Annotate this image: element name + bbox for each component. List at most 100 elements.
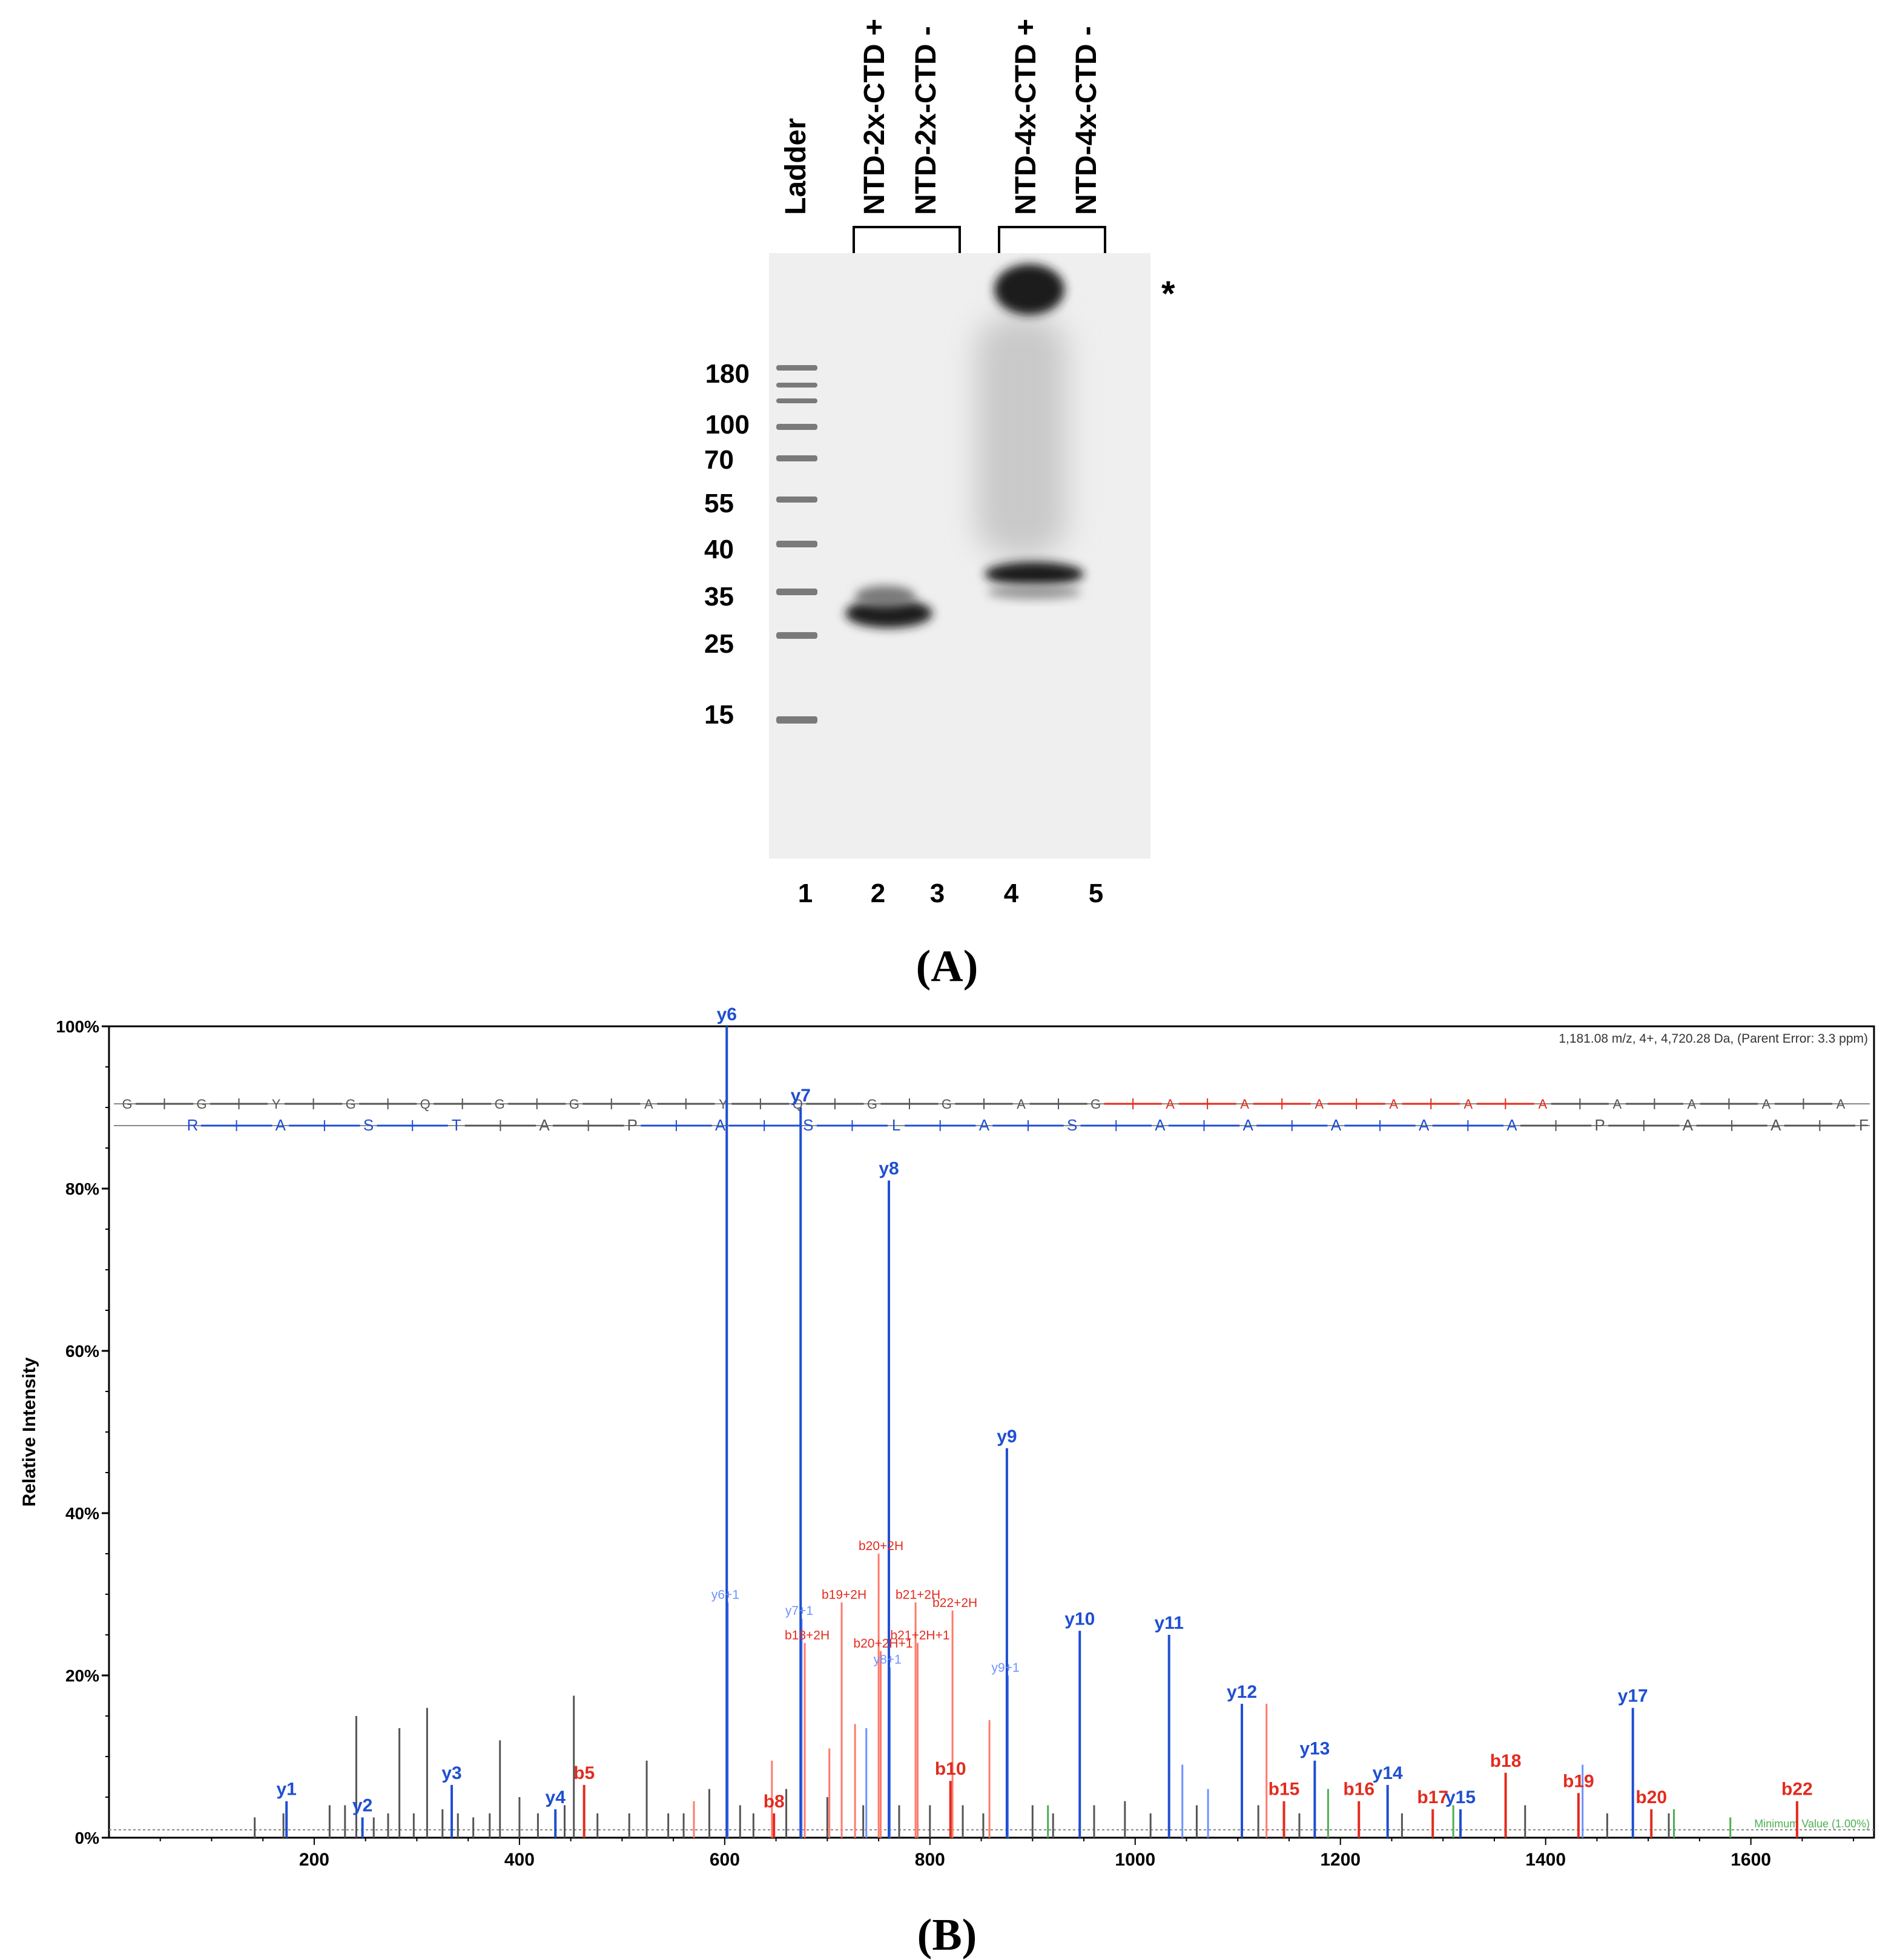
asterisk-label: * [1161, 274, 1175, 314]
peak-label: b5 [573, 1763, 595, 1783]
peak-label-minor: b20+2H+1 [853, 1637, 912, 1651]
peak-label-minor: y8+1 [874, 1653, 902, 1667]
peak-label: b15 [1269, 1780, 1300, 1800]
band-lane4-top [994, 264, 1064, 315]
sequence-residue: P [627, 1116, 638, 1134]
sequence-residue: A [1389, 1097, 1398, 1112]
peak-label: y6 [717, 1005, 737, 1025]
lane-number-1: 1 [798, 879, 813, 908]
peak-label: y8 [879, 1159, 899, 1179]
sequence-residue: G [196, 1097, 206, 1112]
peak-label: b17 [1417, 1787, 1448, 1807]
sequence-residue: S [1067, 1116, 1077, 1134]
mw-marker-15: 15 [704, 700, 734, 730]
sequence-residue: A [1331, 1116, 1342, 1134]
ladder-bands [776, 365, 817, 724]
peak-label: b18 [1490, 1751, 1522, 1771]
peak-label-minor: b19+2H [822, 1588, 866, 1602]
peak-label: y7 [791, 1086, 811, 1106]
sequence-residue: G [867, 1097, 877, 1112]
sequence-residue: A [1762, 1097, 1771, 1112]
sequence-residue: A [1242, 1116, 1253, 1134]
sequence-residue: A [1419, 1116, 1430, 1134]
peak-label-minor: y9+1 [992, 1661, 1020, 1675]
peak-label: y10 [1064, 1609, 1095, 1629]
lane-number-3: 3 [930, 879, 945, 908]
sequence-residue: G [346, 1097, 356, 1112]
sequence-residue: G [495, 1097, 505, 1112]
panel-b: 1,181.08 m/z, 4+, 4,720.28 Da, (Parent E… [19, 1005, 1875, 1960]
peak-label: y3 [441, 1763, 461, 1783]
sequence-residue: A [1166, 1097, 1175, 1112]
mw-marker-100: 100 [705, 410, 750, 440]
sequence-residue: L [892, 1116, 900, 1134]
panel-a: Ladder NTD-2x-CTD + NTD-2x-CTD - NTD-4x-… [704, 19, 1175, 991]
x-tick-label: 1600 [1731, 1850, 1771, 1870]
lane-number-2: 2 [871, 879, 885, 908]
peak-label: y17 [1618, 1686, 1648, 1706]
peak-label: y2 [352, 1796, 372, 1816]
peak-label: b10 [935, 1759, 966, 1779]
smear-lane4 [976, 315, 1067, 557]
sequence-residue: A [1506, 1116, 1517, 1134]
x-tick-label: 200 [299, 1850, 329, 1870]
peak-label: y15 [1445, 1787, 1476, 1807]
sequence-residue: G [942, 1097, 952, 1112]
peak-label-minor: b20+2H [859, 1539, 903, 1553]
band-lane4-main [985, 562, 1084, 586]
mw-marker-35: 35 [704, 582, 734, 612]
sequence-residue: P [1595, 1116, 1605, 1134]
mw-marker-70: 70 [704, 445, 734, 475]
band-lane2 [845, 599, 932, 628]
mw-marker-40: 40 [704, 535, 734, 564]
lane-header-ntd2x-minus: NTD-2x-CTD - [910, 26, 942, 215]
peak-label: y4 [546, 1787, 566, 1807]
y-tick-label: 100% [56, 1017, 99, 1036]
lane-number-4: 4 [1004, 879, 1019, 908]
sequence-residue: S [363, 1116, 374, 1134]
sequence-residue: A [1770, 1116, 1781, 1134]
sequence-residue: A [276, 1116, 286, 1134]
x-tick-label: 600 [710, 1850, 740, 1870]
peak-label-minor: b21+2H+1 [890, 1628, 949, 1642]
x-tick-label: 1000 [1115, 1850, 1155, 1870]
x-tick-label: 800 [915, 1850, 945, 1870]
sequence-residue: G [569, 1097, 579, 1112]
sequence-residue: A [539, 1116, 550, 1134]
sequence-residue: A [644, 1097, 653, 1112]
peak-label: y13 [1299, 1739, 1330, 1759]
peak-label: b19 [1563, 1771, 1594, 1791]
lane-number-5: 5 [1089, 879, 1103, 908]
sequence-residue: G [122, 1097, 132, 1112]
y-axis-ticks: 0% 20% 40% 60% 80% 100% [56, 1017, 109, 1847]
peak-label-minor: b21+2H [896, 1588, 940, 1602]
y-tick-label: 40% [65, 1504, 99, 1523]
x-axis-ticks: 200 400 600 800 1000 1200 1400 1600 [159, 1838, 1855, 1870]
sequence-residue: Y [272, 1097, 281, 1112]
x-tick-label: 1200 [1320, 1850, 1361, 1870]
peak-label: b20 [1635, 1787, 1667, 1807]
gel-image [769, 253, 1150, 859]
peak-label: y9 [997, 1427, 1017, 1447]
spectrum-peak-labels: y1 y2 y3 y4 b5 y6 b8 y7 y8 b10 y9 y10 y11 y12 b15 y13 b1… [277, 1005, 1813, 1816]
min-value-label: Minimum Value (1.00%) [1754, 1818, 1870, 1830]
mw-marker-25: 25 [704, 629, 734, 659]
bracket-ntd2x [853, 226, 961, 257]
panel-b-caption: (B) [917, 1910, 977, 1960]
x-tick-label: 400 [504, 1850, 535, 1870]
sequence-residue: T [452, 1116, 461, 1134]
peak-label-minor: b22+2H [932, 1596, 977, 1610]
x-tick-label: 1400 [1525, 1850, 1566, 1870]
sequence-residue: A [1017, 1097, 1026, 1112]
peak-label: b22 [1781, 1780, 1813, 1800]
y-tick-label: 20% [65, 1666, 99, 1685]
sequence-residue: S [803, 1116, 813, 1134]
lane-header-ntd4x-minus: NTD-4x-CTD - [1071, 26, 1103, 215]
mw-marker-55: 55 [704, 489, 734, 518]
lane-header-ntd2x-plus: NTD-2x-CTD + [859, 19, 891, 215]
peak-label: y14 [1373, 1763, 1403, 1783]
sequence-residue: Q [420, 1097, 431, 1112]
peak-label: b16 [1343, 1780, 1374, 1800]
y-tick-label: 80% [65, 1180, 99, 1198]
